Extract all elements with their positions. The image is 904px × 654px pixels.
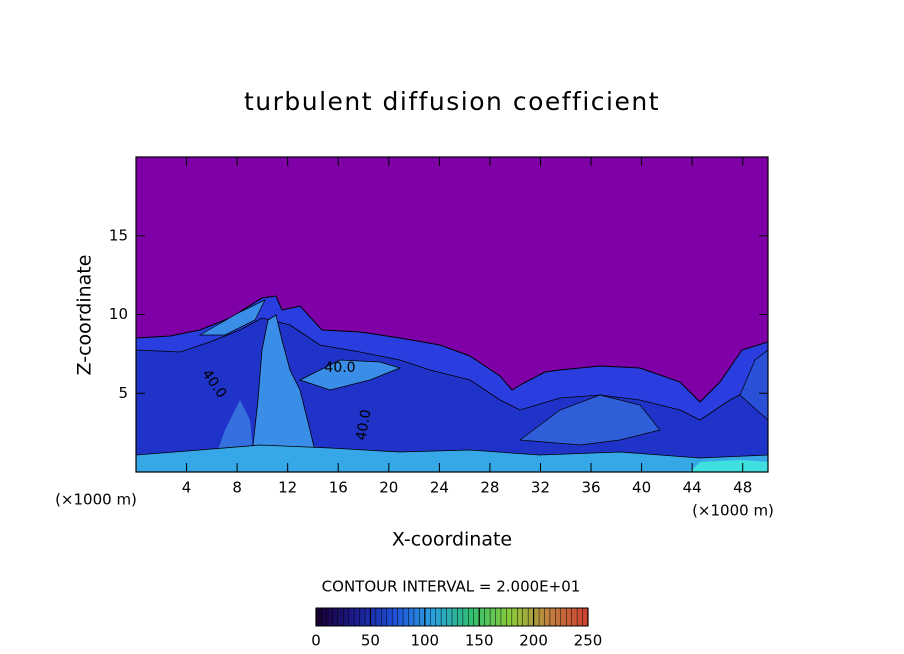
colorbar-tick-label: 100 [410,632,439,650]
field [136,157,768,472]
colorbar-tick-label: 150 [465,632,494,650]
colorbar-tick-label: 0 [311,632,321,650]
y-axis-label: Z-coordinate [74,255,96,376]
x-tick-label: 4 [182,479,192,497]
x-unit: (×1000 m) [692,502,774,520]
colorbar-tick-label: 50 [361,632,380,650]
contour-label: 40.0 [324,360,355,376]
x-tick-label: 12 [278,479,297,497]
x-tick-label: 16 [329,479,348,497]
contour-interval: CONTOUR INTERVAL = 2.000E+01 [322,578,581,596]
x-tick-label: 32 [531,479,550,497]
x-tick-label: 48 [733,479,752,497]
x-tick-label: 36 [581,479,600,497]
x-tick-label: 8 [232,479,242,497]
y-tick-label: 5 [118,384,128,402]
colorbar-tick-label: 200 [519,632,548,650]
x-tick-label: 44 [683,479,702,497]
y-tick-label: 15 [109,226,128,244]
x-tick-label: 24 [430,479,449,497]
y-unit: (×1000 m) [55,491,137,509]
x-tick-label: 20 [379,479,398,497]
contour-label: 40.0 [353,408,374,441]
chart-title: turbulent diffusion coefficient [244,87,660,116]
x-axis-label: X-coordinate [392,529,512,551]
y-tick-label: 10 [109,305,128,323]
x-tick-label: 28 [480,479,499,497]
x-tick-label: 40 [632,479,651,497]
colorbar-tick-label: 250 [574,632,603,650]
